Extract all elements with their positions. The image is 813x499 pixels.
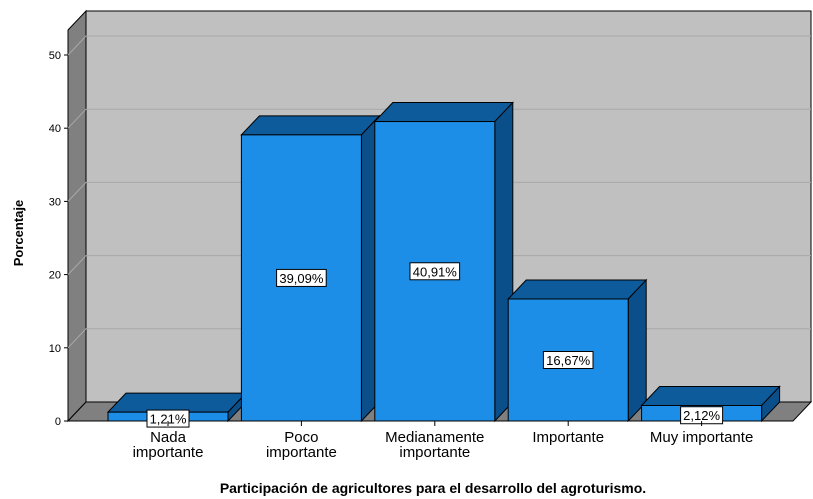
bar-2: 39,09% — [240, 114, 381, 423]
bar-top — [240, 115, 381, 136]
bar-4: 16,67% — [507, 278, 648, 423]
category-label: Importante — [532, 429, 604, 446]
bar-3: 40,91% — [373, 101, 514, 423]
data-label-box — [276, 268, 327, 287]
data-label-box — [542, 350, 594, 369]
y-tick-label: 10 — [49, 343, 61, 355]
y-tick-label: 0 — [55, 416, 61, 428]
x-axis: NadaimportantePocoimportanteMedianamente… — [133, 421, 753, 461]
category-label: importante — [266, 444, 337, 461]
bars-group: 1,21% 39,09% 40,91% 16,67% 2,12% — [106, 101, 781, 428]
y-tick-label: 30 — [49, 196, 61, 208]
y-tick-label: 40 — [49, 123, 61, 135]
category-label: importante — [399, 444, 470, 461]
bar-1: 1,21% — [106, 391, 248, 428]
gridline — [67, 35, 811, 56]
data-label: 16,67% — [546, 353, 591, 368]
bar-5: 2,12% — [640, 385, 781, 425]
category-label: importante — [133, 444, 204, 461]
side-wall — [67, 9, 87, 423]
gridline — [67, 181, 811, 202]
y-tick-label: 20 — [49, 270, 61, 282]
y-axis: 0 10 20 30 40 50 — [49, 50, 68, 428]
data-label: 2,12% — [683, 408, 720, 423]
data-label-box — [409, 262, 461, 281]
bar-top — [106, 392, 248, 413]
gridline — [67, 255, 811, 275]
category-label: Nada — [150, 429, 187, 446]
category-label: Medianamente — [385, 429, 484, 446]
gridline — [67, 108, 811, 129]
data-label-box — [146, 409, 190, 428]
y-axis-title: Porcentaje — [11, 200, 26, 266]
bar-top — [373, 102, 514, 123]
data-label: 39,09% — [279, 271, 324, 286]
category-label: Muy importante — [650, 429, 753, 446]
category-label: Poco — [284, 429, 318, 446]
data-label: 40,91% — [413, 264, 458, 279]
bar-side — [627, 278, 647, 423]
x-axis-title: Participación de agricultores para el de… — [220, 480, 646, 496]
bar-top — [640, 385, 781, 406]
data-label: 1,21% — [150, 412, 187, 427]
y-tick-label: 50 — [49, 50, 61, 62]
bar-top — [507, 279, 648, 300]
